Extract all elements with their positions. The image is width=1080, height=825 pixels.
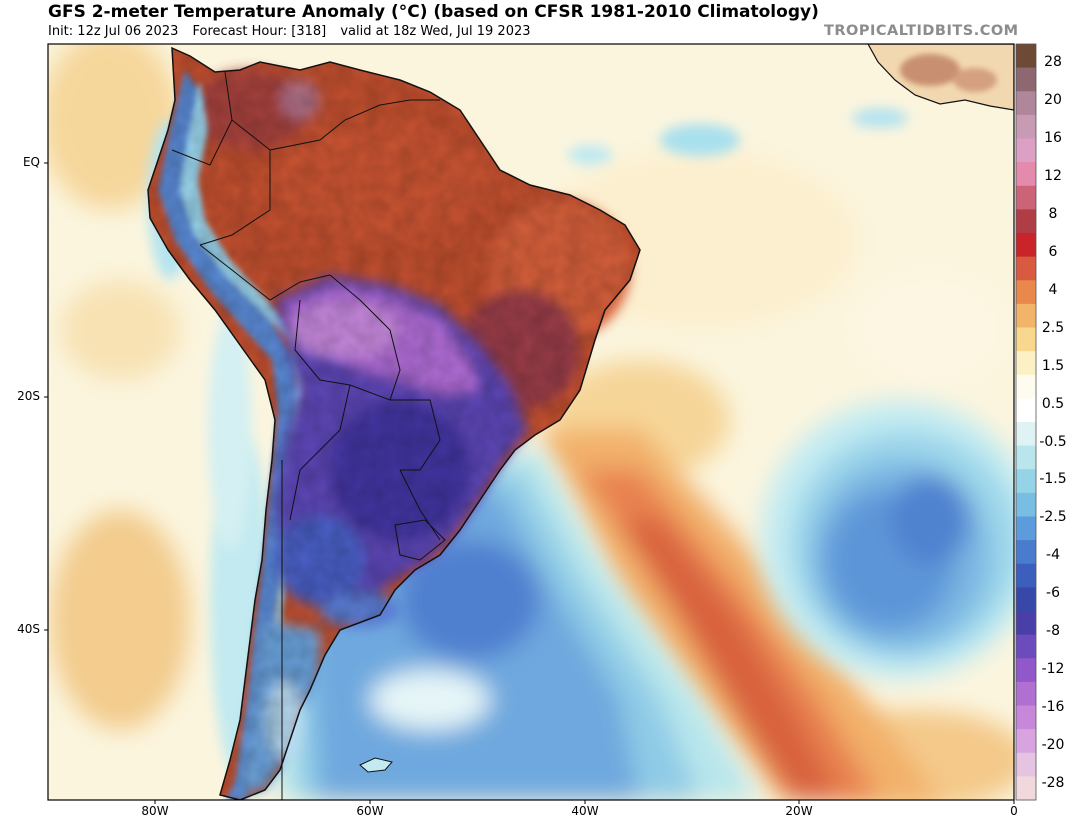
colorbar-label: 8 bbox=[1048, 205, 1058, 222]
axis-ticks bbox=[44, 162, 1015, 804]
lon-label-20w: 20W bbox=[785, 804, 813, 818]
colorbar-swatch bbox=[1016, 162, 1036, 187]
colorbar-swatch bbox=[1016, 374, 1036, 399]
colorbar-label: -2.5 bbox=[1039, 509, 1067, 526]
colorbar-label: -6 bbox=[1046, 585, 1060, 602]
colorbar-label: -16 bbox=[1041, 699, 1065, 716]
atlantic-cold-blob bbox=[760, 400, 1014, 680]
land-texture bbox=[148, 48, 640, 800]
colorbar-swatch bbox=[1016, 752, 1036, 777]
tropical-atlantic-cells bbox=[568, 108, 908, 165]
colorbar-swatch bbox=[1016, 611, 1036, 636]
colorbar-swatch bbox=[1016, 469, 1036, 494]
colorbar-swatch bbox=[1016, 138, 1036, 163]
colorbar-label: -28 bbox=[1041, 775, 1065, 791]
colorbar-swatch bbox=[1016, 44, 1036, 69]
colorbar-swatch bbox=[1016, 209, 1036, 234]
init-time: Init: 12z Jul 06 2023 bbox=[48, 24, 179, 39]
lon-label-60w: 60W bbox=[356, 804, 384, 818]
lat-label-eq: EQ bbox=[22, 155, 40, 169]
lat-label-20s: 20S bbox=[17, 389, 40, 403]
coastline bbox=[147, 46, 641, 800]
colorbar-frame bbox=[1015, 43, 1037, 801]
forecast-hour: Forecast Hour: [318] bbox=[192, 24, 327, 39]
colorbar-swatch bbox=[1016, 256, 1036, 281]
colorbar-swatch bbox=[1016, 91, 1036, 116]
colorbar-swatch bbox=[1016, 233, 1036, 258]
lon-label-40w: 40W bbox=[571, 804, 599, 818]
colorbar bbox=[1015, 43, 1037, 801]
colorbar-swatch bbox=[1016, 563, 1036, 588]
colorbar-swatch bbox=[1016, 351, 1036, 376]
colorbar-label: 20 bbox=[1044, 91, 1062, 108]
colorbar-label: 1.5 bbox=[1041, 357, 1065, 374]
colorbar-swatch bbox=[1016, 587, 1036, 612]
colorbar-swatch bbox=[1016, 327, 1036, 352]
colorbar-label: -1.5 bbox=[1039, 471, 1067, 488]
colorbar-swatch bbox=[1016, 67, 1036, 92]
colorbar-swatch bbox=[1016, 681, 1036, 707]
country-borders bbox=[171, 71, 446, 800]
colorbar-label: -8 bbox=[1046, 623, 1060, 640]
colorbar-swatch bbox=[1016, 445, 1036, 470]
colorbar-swatch bbox=[1016, 280, 1036, 305]
colorbar-swatch bbox=[1016, 540, 1036, 565]
colorbar-label: 4 bbox=[1048, 281, 1058, 298]
colorbar-label: 6 bbox=[1048, 243, 1058, 260]
south-atlantic-warm-band bbox=[540, 430, 940, 800]
colorbar-swatch bbox=[1016, 114, 1036, 140]
colorbar-swatch bbox=[1016, 422, 1036, 447]
colorbar-label: -20 bbox=[1041, 737, 1065, 754]
colorbar-label: -4 bbox=[1046, 547, 1060, 564]
colorbar-label: -12 bbox=[1041, 661, 1065, 678]
colorbar-swatch bbox=[1016, 516, 1036, 541]
colorbar-label: -0.5 bbox=[1039, 433, 1067, 450]
plot-frame bbox=[47, 43, 1015, 801]
colorbar-label: 28 bbox=[1044, 54, 1062, 70]
lon-label-0: 0 bbox=[1010, 804, 1018, 818]
map-title: GFS 2-meter Temperature Anomaly (°C) (ba… bbox=[48, 2, 819, 22]
map-subtitle: Init: 12z Jul 06 2023 Forecast Hour: [31… bbox=[48, 24, 541, 39]
colorbar-swatch bbox=[1016, 705, 1036, 730]
colorbar-swatch bbox=[1016, 492, 1036, 518]
colorbar-swatch bbox=[1016, 776, 1036, 801]
colorbar-swatch bbox=[1016, 634, 1036, 659]
brand-watermark: TROPICALTIDBITS.COM bbox=[824, 23, 1019, 39]
colorbar-label: 12 bbox=[1044, 167, 1062, 184]
falkland-islands bbox=[359, 757, 393, 773]
colorbar-label: 2.5 bbox=[1041, 319, 1065, 336]
plot-area bbox=[48, 44, 1014, 800]
colorbar-label: 0.5 bbox=[1041, 395, 1065, 412]
colorbar-swatch bbox=[1016, 658, 1036, 683]
colorbar-swatch bbox=[1016, 303, 1036, 329]
colorbar-label: 16 bbox=[1044, 129, 1062, 146]
valid-time: valid at 18z Wed, Jul 19 2023 bbox=[340, 24, 531, 39]
lon-label-80w: 80W bbox=[141, 804, 169, 818]
colorbar-swatch bbox=[1016, 398, 1036, 423]
colorbar-swatch bbox=[1016, 185, 1036, 210]
colorbar-swatch bbox=[1016, 729, 1036, 754]
lat-label-40s: 40S bbox=[17, 622, 40, 636]
